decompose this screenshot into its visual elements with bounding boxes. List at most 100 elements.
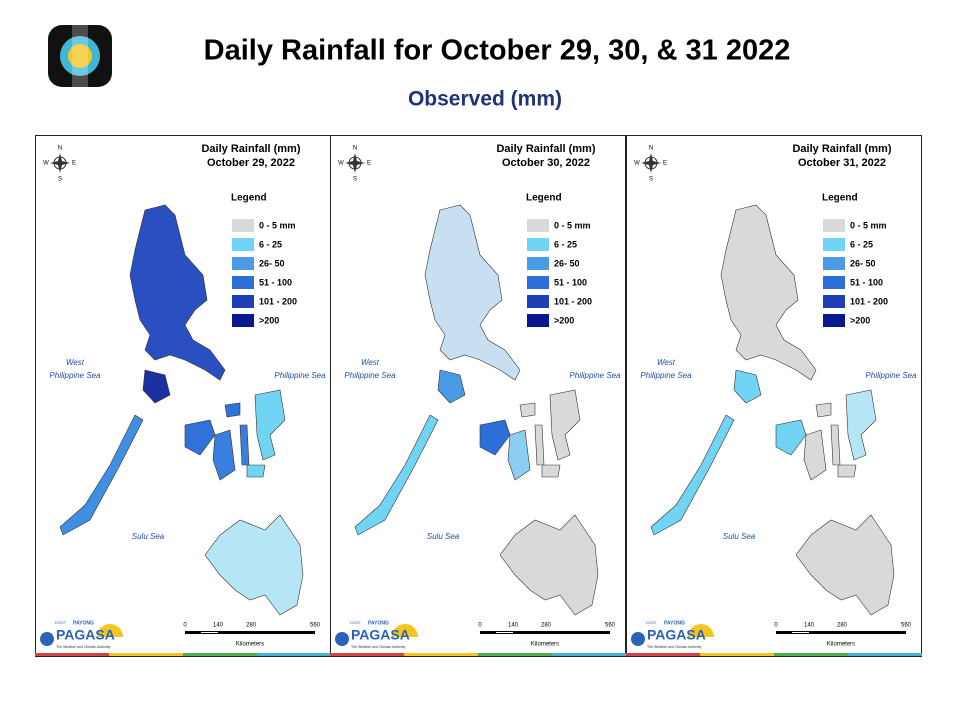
legend-swatch bbox=[527, 314, 549, 327]
legend-swatch bbox=[232, 295, 254, 308]
island bbox=[775, 419, 807, 456]
legend-label: 6 - 25 bbox=[259, 239, 282, 249]
logo-umbrella bbox=[392, 624, 418, 637]
legend-swatch bbox=[527, 276, 549, 289]
scale-unit: Kilometers bbox=[531, 642, 559, 648]
island bbox=[815, 402, 832, 418]
legend-swatch bbox=[232, 219, 254, 232]
footer-stripe bbox=[183, 653, 257, 656]
island bbox=[507, 429, 531, 481]
scale-label: 140 bbox=[508, 623, 519, 629]
legend-swatch bbox=[527, 257, 549, 270]
scale-label: 140 bbox=[213, 623, 224, 629]
scale-bar bbox=[185, 631, 315, 634]
island bbox=[549, 389, 581, 461]
title: Daily Rainfall for October 29, 30, & 31 … bbox=[204, 35, 791, 67]
legend-swatch bbox=[232, 314, 254, 327]
compass-letter: E bbox=[367, 161, 371, 167]
map-panel: Daily Rainfall (mm) October 31, 2022 Legen… bbox=[626, 135, 922, 657]
compass-letter: E bbox=[663, 161, 667, 167]
island bbox=[254, 389, 286, 461]
compass-ring bbox=[348, 156, 362, 170]
island bbox=[424, 204, 521, 381]
sea-label: Sulu Sea bbox=[723, 532, 756, 541]
legend-title: Legend bbox=[231, 193, 267, 204]
logo-mark bbox=[40, 632, 54, 646]
legend-label: 26- 50 bbox=[850, 258, 876, 268]
footer-stripe bbox=[552, 653, 626, 656]
scale-bar-gap bbox=[496, 632, 513, 633]
scale-label: 0 bbox=[478, 623, 482, 629]
map-heading: Daily Rainfall (mm) bbox=[201, 143, 300, 155]
scale-label: 280 bbox=[246, 623, 257, 629]
map-panel: Daily Rainfall (mm) October 29, 2022 Legen… bbox=[35, 135, 331, 657]
compass-letter: W bbox=[338, 161, 344, 167]
legend-label: >200 bbox=[554, 315, 574, 325]
scale-bar-gap bbox=[201, 632, 218, 633]
scale-label: 140 bbox=[804, 623, 815, 629]
compass-star bbox=[50, 153, 70, 173]
island bbox=[354, 414, 439, 536]
island bbox=[720, 204, 817, 381]
island bbox=[541, 464, 561, 478]
scale-label: 280 bbox=[837, 623, 848, 629]
scale-label: 560 bbox=[605, 623, 616, 629]
subtitle: Observed (mm) bbox=[408, 88, 562, 111]
logo-tagline: The Weather and Climate Authority bbox=[647, 645, 702, 649]
legend-swatch bbox=[232, 257, 254, 270]
legend-swatch bbox=[232, 276, 254, 289]
compass-letter: S bbox=[649, 177, 653, 183]
scale-label: 0 bbox=[183, 623, 187, 629]
logo-umbrella bbox=[97, 624, 123, 637]
sea-label: Philippine Sea bbox=[865, 371, 917, 380]
sea-label: Philippine Sea bbox=[640, 371, 692, 380]
logo-pagasa: PAGASA bbox=[647, 627, 706, 643]
legend-label: 101 - 200 bbox=[554, 296, 592, 306]
footer-stripe bbox=[257, 653, 331, 656]
scale-unit: Kilometers bbox=[236, 642, 264, 648]
sea-label: Philippine Sea bbox=[49, 371, 101, 380]
footer-stripe bbox=[404, 653, 478, 656]
map-date: October 31, 2022 bbox=[798, 157, 886, 169]
legend-swatch bbox=[823, 219, 845, 232]
footer-stripe bbox=[478, 653, 552, 656]
logo-payong: PAYONG bbox=[73, 620, 94, 626]
island bbox=[837, 464, 857, 478]
logo-tagline: The Weather and Climate Authority bbox=[351, 645, 406, 649]
island bbox=[184, 419, 216, 456]
island bbox=[142, 369, 171, 404]
logo-tagline: The Weather and Climate Authority bbox=[56, 645, 111, 649]
island bbox=[733, 369, 762, 404]
footer-stripe bbox=[35, 653, 109, 656]
legend-label: 51 - 100 bbox=[554, 277, 587, 287]
footer-stripe bbox=[848, 653, 922, 656]
compass-letter: S bbox=[58, 177, 62, 183]
legend-swatch bbox=[823, 276, 845, 289]
legend-label: 26- 50 bbox=[554, 258, 580, 268]
legend-swatch bbox=[823, 295, 845, 308]
map-panel: Daily Rainfall (mm) October 30, 2022 Legen… bbox=[330, 135, 626, 657]
island bbox=[59, 414, 144, 536]
scale-unit: Kilometers bbox=[827, 642, 855, 648]
island bbox=[437, 369, 466, 404]
compass-letter: S bbox=[353, 177, 357, 183]
legend-label: 51 - 100 bbox=[259, 277, 292, 287]
sea-label: West bbox=[361, 358, 380, 367]
map-heading: Daily Rainfall (mm) bbox=[496, 143, 595, 155]
island bbox=[246, 464, 266, 478]
legend-label: 0 - 5 mm bbox=[554, 220, 591, 230]
logo-dost: DOST bbox=[55, 620, 67, 625]
legend-label: >200 bbox=[850, 315, 870, 325]
island bbox=[479, 419, 511, 456]
footer-stripe bbox=[109, 653, 183, 656]
scale-bar bbox=[776, 631, 906, 634]
compass-star bbox=[641, 153, 661, 173]
legend-swatch bbox=[823, 314, 845, 327]
legend-label: 0 - 5 mm bbox=[259, 220, 296, 230]
footer-stripe bbox=[626, 653, 700, 656]
sea-label: Philippine Sea bbox=[274, 371, 326, 380]
compass: N S W E bbox=[43, 146, 76, 183]
